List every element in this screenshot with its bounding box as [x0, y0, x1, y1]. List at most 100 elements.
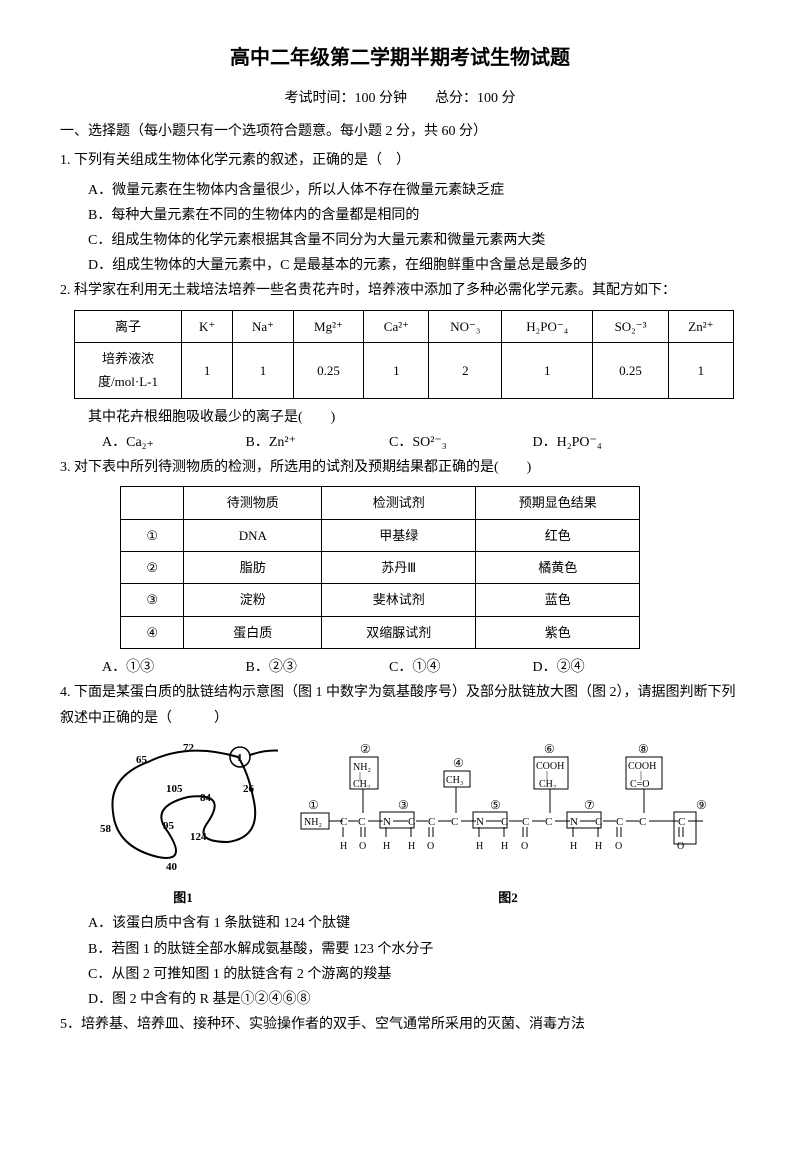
cell-ion: Ca²⁺: [364, 310, 429, 342]
fig2-circ: ②: [360, 742, 371, 756]
svg-text:C: C: [545, 816, 552, 828]
svg-text:C: C: [678, 816, 685, 828]
svg-text:H: H: [570, 841, 577, 852]
fig2-circ: ⑦: [584, 798, 595, 812]
section1-header: 一、选择题（每小题只有一个选项符合题意。每小题 2 分，共 60 分）: [60, 119, 740, 144]
fig1-num: 58: [100, 823, 112, 835]
svg-text:H: H: [501, 841, 508, 852]
table-row: 离子 K⁺ Na⁺ Mg²⁺ Ca²⁺ NO⁻₃ H₂PO⁻₄ SO₂⁻³ Zn…: [75, 310, 734, 342]
svg-text:O: O: [677, 841, 684, 852]
svg-text:CH₃: CH₃: [446, 775, 463, 786]
q2-option-a: A．Ca₂₊: [102, 430, 242, 455]
cell: ②: [121, 552, 184, 584]
svg-text:H: H: [340, 841, 347, 852]
q4-figures: 1 72 65 26 105 84 95 124 58 40 图1 ① ② ③ …: [88, 737, 740, 910]
table-row: ① DNA 甲基绿 红色: [121, 519, 640, 551]
fig1-num: 40: [166, 861, 178, 873]
cell: 甲基绿: [322, 519, 476, 551]
cell-ion: Mg²⁺: [293, 310, 364, 342]
cell: 双缩脲试剂: [322, 616, 476, 648]
svg-text:C: C: [428, 816, 435, 828]
q1-option-a: A．微量元素在生物体内含量很少，所以人体不存在微量元素缺乏症: [60, 178, 740, 203]
q1-option-c: C．组成生物体的化学元素根据其含量不同分为大量元素和微量元素两大类: [60, 228, 740, 253]
svg-text:H: H: [383, 841, 390, 852]
fig2-label: 图2: [298, 886, 718, 909]
cell: ①: [121, 519, 184, 551]
q4-option-a: A．该蛋白质中含有 1 条肽链和 124 个肽键: [60, 911, 740, 936]
svg-text:COOH: COOH: [536, 761, 564, 772]
q1-option-d: D．组成生物体的大量元素中，C 是最基本的元素，在细胞鲜重中含量总是最多的: [60, 253, 740, 278]
q2-option-d: D．H₂PO⁻₄: [533, 430, 673, 455]
cell: 淀粉: [184, 584, 322, 616]
svg-text:O: O: [427, 841, 434, 852]
svg-text:N: N: [383, 816, 391, 828]
fig1-num: 72: [183, 742, 195, 754]
svg-text:CH₂: CH₂: [353, 779, 370, 790]
fig1-num: 95: [163, 820, 175, 832]
cell: 脂肪: [184, 552, 322, 584]
fig1-label: 图1: [88, 886, 278, 909]
cell: 紫色: [476, 616, 640, 648]
fig1-num: 1: [237, 752, 243, 764]
page-title: 高中二年级第二学期半期考试生物试题: [60, 40, 740, 76]
svg-text:O: O: [615, 841, 622, 852]
cell: 橘黄色: [476, 552, 640, 584]
q2-option-c: C．SO²⁻₃: [389, 430, 529, 455]
svg-text:C: C: [522, 816, 529, 828]
svg-text:NH₂: NH₂: [304, 817, 322, 828]
q3-option-b: B．②③: [246, 655, 386, 680]
cell-ion: Na⁺: [233, 310, 293, 342]
q4-option-b: B．若图 1 的肽链全部水解成氨基酸，需要 123 个水分子: [60, 937, 740, 962]
cell-ion: Zn²⁺: [668, 310, 733, 342]
cell: 蛋白质: [184, 616, 322, 648]
svg-text:C: C: [340, 816, 347, 828]
svg-text:C=O: C=O: [630, 779, 650, 790]
fig1-num: 65: [136, 754, 148, 766]
table-row: ② 脂肪 苏丹Ⅲ 橘黄色: [121, 552, 640, 584]
cell-val: 1: [233, 342, 293, 398]
q2-options: A．Ca₂₊ B．Zn²⁺ C．SO²⁻₃ D．H₂PO⁻₄: [60, 430, 740, 455]
q2-option-b: B．Zn²⁺: [246, 430, 386, 455]
q5-stem: 5．培养基、培养皿、接种环、实验操作者的双手、空气通常所采用的灭菌、消毒方法: [60, 1012, 740, 1037]
cell-ion: H₂PO⁻₄: [502, 310, 593, 342]
q3-table: 待测物质 检测试剂 预期显色结果 ① DNA 甲基绿 红色 ② 脂肪 苏丹Ⅲ 橘…: [120, 486, 640, 649]
cell-val: 1: [502, 342, 593, 398]
cell: 红色: [476, 519, 640, 551]
svg-text:C: C: [501, 816, 508, 828]
fig2-circ: ⑥: [544, 742, 555, 756]
cell-val: 0.25: [293, 342, 364, 398]
q4-option-c: C．从图 2 可推知图 1 的肽链含有 2 个游离的羧基: [60, 962, 740, 987]
q3-option-c: C．①④: [389, 655, 529, 680]
cell: 苏丹Ⅲ: [322, 552, 476, 584]
cell-header: [121, 487, 184, 519]
fig2-circ: ⑤: [490, 798, 501, 812]
svg-text:COOH: COOH: [628, 761, 656, 772]
q1-option-b: B．每种大量元素在不同的生物体内的含量都是相同的: [60, 203, 740, 228]
cell-val: 2: [429, 342, 502, 398]
cell: ④: [121, 616, 184, 648]
cell-val: 0.25: [593, 342, 669, 398]
q2-table: 离子 K⁺ Na⁺ Mg²⁺ Ca²⁺ NO⁻₃ H₂PO⁻₄ SO₂⁻³ Zn…: [74, 310, 734, 399]
svg-text:O: O: [359, 841, 366, 852]
q3-option-d: D．②④: [533, 655, 673, 680]
svg-text:H: H: [408, 841, 415, 852]
cell-val: 1: [668, 342, 733, 398]
q3-option-a: A．①③: [102, 655, 242, 680]
cell-header: 预期显色结果: [476, 487, 640, 519]
svg-text:C: C: [451, 816, 458, 828]
svg-text:CH₂: CH₂: [539, 779, 556, 790]
fig2-circ: ④: [453, 756, 464, 770]
q2-stem: 2. 科学家在利用无土栽培法培养一些名贵花卉时，培养液中添加了多种必需化学元素。…: [60, 278, 740, 303]
svg-text:N: N: [476, 816, 484, 828]
cell-ion-label: 离子: [75, 310, 182, 342]
q1-stem: 1. 下列有关组成生物体化学元素的叙述，正确的是（ ）: [60, 148, 740, 173]
table-row: ④ 蛋白质 双缩脲试剂 紫色: [121, 616, 640, 648]
cell: 蓝色: [476, 584, 640, 616]
cell: 斐林试剂: [322, 584, 476, 616]
cell-ion: NO⁻₃: [429, 310, 502, 342]
fig2-circ: ⑧: [638, 742, 649, 756]
q4-option-d: D．图 2 中含有的 R 基是①②④⑥⑧: [60, 987, 740, 1012]
cell-val: 1: [364, 342, 429, 398]
svg-text:O: O: [521, 841, 528, 852]
cell-conc-label: 培养液浓度/mol·L-1: [75, 342, 182, 398]
